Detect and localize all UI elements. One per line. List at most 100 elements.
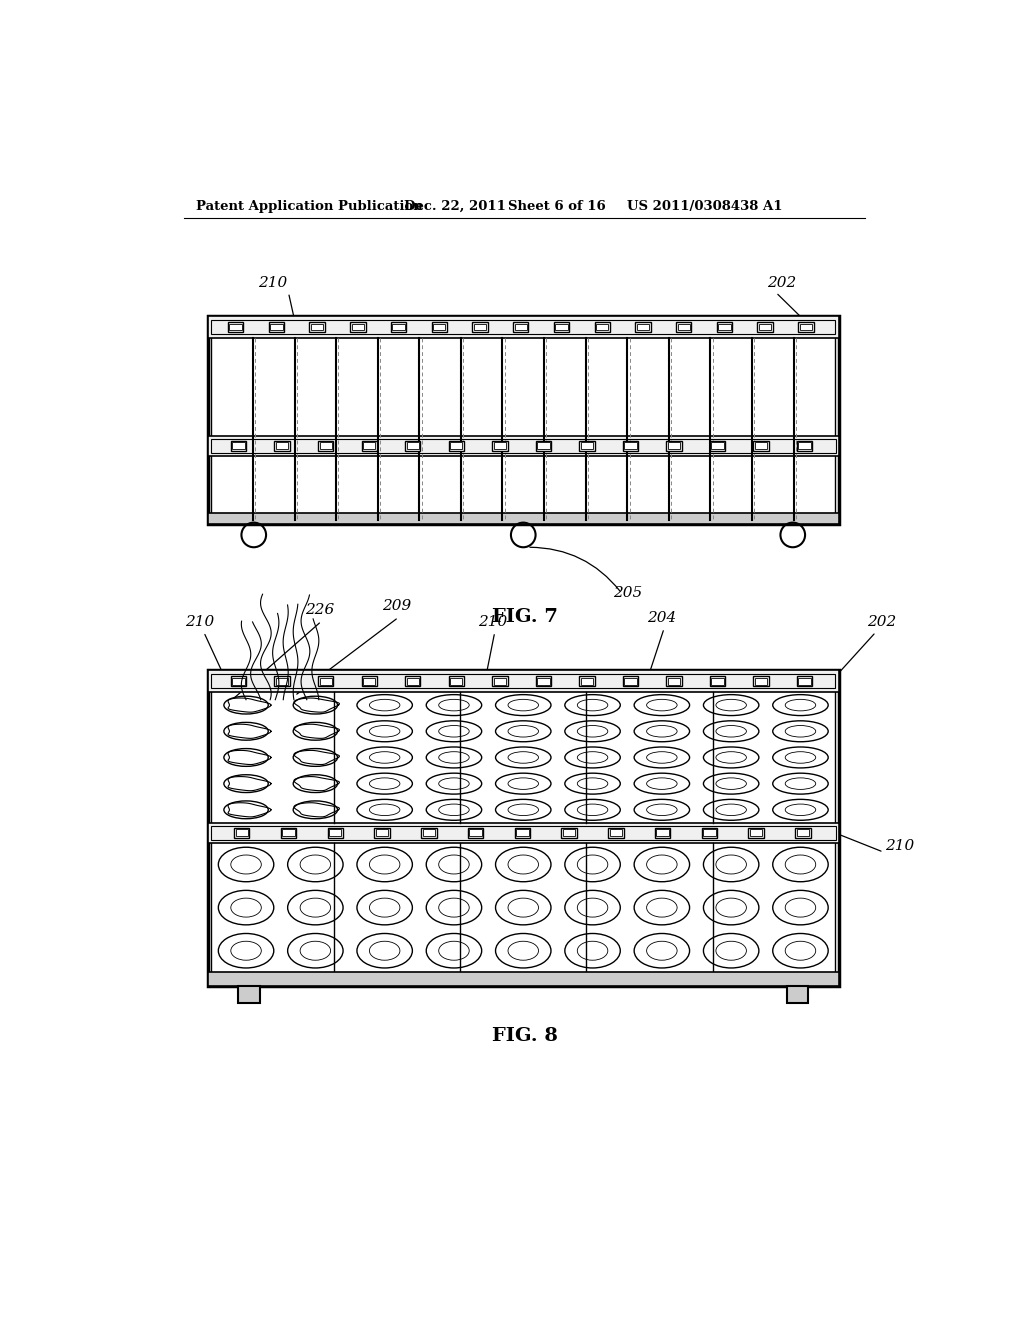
Bar <box>268 322 284 333</box>
Bar <box>667 441 682 450</box>
Bar <box>513 322 528 333</box>
Bar <box>623 676 638 686</box>
Bar <box>391 322 407 333</box>
Bar <box>319 677 332 685</box>
Bar <box>451 442 463 449</box>
Bar <box>211 321 836 520</box>
Bar <box>361 441 377 450</box>
Bar <box>759 323 771 330</box>
Text: 210: 210 <box>258 276 288 290</box>
Bar <box>494 442 506 449</box>
Bar <box>208 671 839 986</box>
Bar <box>555 323 567 330</box>
Text: Dec. 22, 2011: Dec. 22, 2011 <box>403 199 506 213</box>
Bar <box>406 676 421 686</box>
Bar <box>468 828 483 838</box>
Bar <box>655 828 671 838</box>
Bar <box>232 442 245 449</box>
Bar <box>208 317 839 524</box>
Bar <box>208 513 839 524</box>
Bar <box>758 322 773 333</box>
Bar <box>319 442 332 449</box>
Bar <box>493 676 508 686</box>
Bar <box>407 677 419 685</box>
Bar <box>270 323 283 330</box>
Text: 205: 205 <box>612 586 642 601</box>
Bar <box>750 829 762 837</box>
Bar <box>229 323 242 330</box>
Text: 210: 210 <box>885 840 914 853</box>
Bar <box>538 677 550 685</box>
Bar <box>283 829 295 837</box>
Bar <box>230 441 247 450</box>
Bar <box>797 441 812 450</box>
Bar <box>274 441 290 450</box>
Bar <box>596 323 608 330</box>
Bar <box>208 671 839 692</box>
Bar <box>701 828 717 838</box>
Text: FIG. 7: FIG. 7 <box>492 607 558 626</box>
Bar <box>635 322 650 333</box>
Bar <box>668 677 680 685</box>
Bar <box>755 442 767 449</box>
Bar <box>449 676 464 686</box>
Bar <box>712 677 724 685</box>
Text: 202: 202 <box>767 276 796 290</box>
Bar <box>208 317 839 338</box>
Bar <box>211 675 836 982</box>
Bar <box>668 442 680 449</box>
Bar <box>703 829 716 837</box>
Bar <box>211 675 836 688</box>
Bar <box>329 829 341 837</box>
Bar <box>536 676 551 686</box>
Bar <box>755 677 767 685</box>
Bar <box>515 323 527 330</box>
Bar <box>754 676 769 686</box>
Bar <box>275 442 289 449</box>
Bar <box>796 828 811 838</box>
Bar <box>667 676 682 686</box>
Bar <box>581 442 593 449</box>
Bar <box>718 323 730 330</box>
Bar <box>392 323 404 330</box>
Bar <box>421 828 436 838</box>
Bar <box>656 829 669 837</box>
Bar <box>536 441 551 450</box>
Bar <box>712 442 724 449</box>
Bar <box>230 676 247 686</box>
Bar <box>554 322 569 333</box>
Bar <box>211 321 836 334</box>
Bar <box>710 676 725 686</box>
Bar <box>239 986 260 1003</box>
Bar <box>625 677 637 685</box>
Bar <box>376 829 388 837</box>
Bar <box>364 677 376 685</box>
Text: 202: 202 <box>866 615 896 628</box>
Bar <box>580 676 595 686</box>
Bar <box>561 828 577 838</box>
Bar <box>676 322 691 333</box>
Text: Patent Application Publication: Patent Application Publication <box>196 199 423 213</box>
Bar <box>431 322 447 333</box>
Bar <box>451 677 463 685</box>
Bar <box>493 441 508 450</box>
Bar <box>350 322 366 333</box>
Text: 209: 209 <box>382 599 411 614</box>
Bar <box>494 677 506 685</box>
Bar <box>309 322 325 333</box>
Bar <box>609 829 622 837</box>
Bar <box>211 826 836 840</box>
Bar <box>281 828 296 838</box>
Bar <box>311 323 324 330</box>
Bar <box>406 441 421 450</box>
Bar <box>375 828 390 838</box>
Bar <box>361 676 377 686</box>
Bar <box>710 441 725 450</box>
Bar <box>275 677 289 685</box>
Bar <box>423 829 435 837</box>
Bar <box>637 323 649 330</box>
Bar <box>678 323 690 330</box>
Bar <box>236 829 248 837</box>
Bar <box>364 442 376 449</box>
Bar <box>595 322 610 333</box>
